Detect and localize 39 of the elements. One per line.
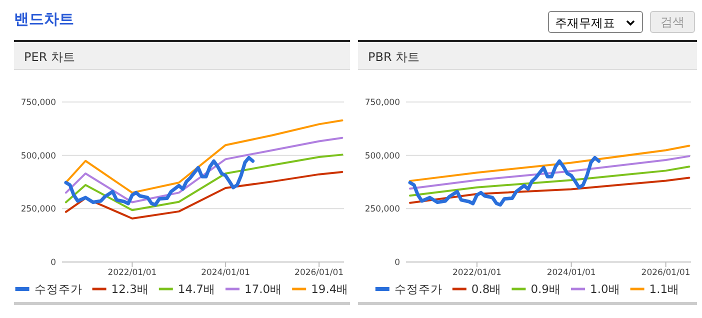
legend-label: 19.4배 [311, 282, 349, 296]
legend-label: 0.8배 [471, 282, 502, 296]
legend-label: 1.0배 [590, 282, 620, 296]
x-tick-label: 2022/01/01 [108, 268, 157, 278]
x-tick-label: 2026/01/01 [294, 268, 344, 278]
legend-label: 12.3배 [111, 282, 149, 296]
x-tick-label: 2022/01/01 [452, 268, 502, 278]
chart-title: PER 차트 [14, 40, 350, 70]
y-tick-label: 750,000 [20, 98, 56, 108]
legend-label: 수정주가 [394, 282, 442, 296]
y-tick-label: 500,000 [364, 151, 400, 162]
line-series [64, 170, 344, 220]
x-tick-label: 2026/01/01 [641, 268, 690, 278]
line-series [409, 144, 690, 182]
legend-label: 1.1배 [649, 282, 680, 296]
x-tick-label: 2024/01/01 [546, 268, 596, 278]
legend-label: 17.0배 [244, 282, 282, 296]
line-series [409, 166, 690, 197]
text: 검색 [650, 11, 695, 33]
line-series [409, 155, 690, 190]
y-tick-label: 500,000 [20, 151, 56, 162]
line-series [64, 136, 344, 204]
line-series [64, 119, 344, 194]
y-tick-label: 0 [394, 258, 400, 268]
text: 밴드차트 [14, 10, 74, 29]
chart-title: PBR 차트 [358, 40, 697, 70]
y-tick-label: 250,000 [364, 204, 400, 215]
text: 주재무제표 [548, 11, 643, 33]
legend-label: 수정주가 [34, 282, 82, 296]
y-tick-label: 750,000 [364, 98, 400, 108]
x-tick-label: 2024/01/01 [201, 268, 250, 278]
line-series [408, 156, 601, 207]
line-series [64, 154, 344, 212]
line-series [64, 156, 255, 207]
legend-label: 0.9배 [530, 282, 561, 296]
legend-label: 14.7배 [178, 282, 216, 296]
y-tick-label: 0 [50, 258, 56, 268]
y-tick-label: 250,000 [20, 204, 56, 215]
line-series [409, 176, 690, 204]
